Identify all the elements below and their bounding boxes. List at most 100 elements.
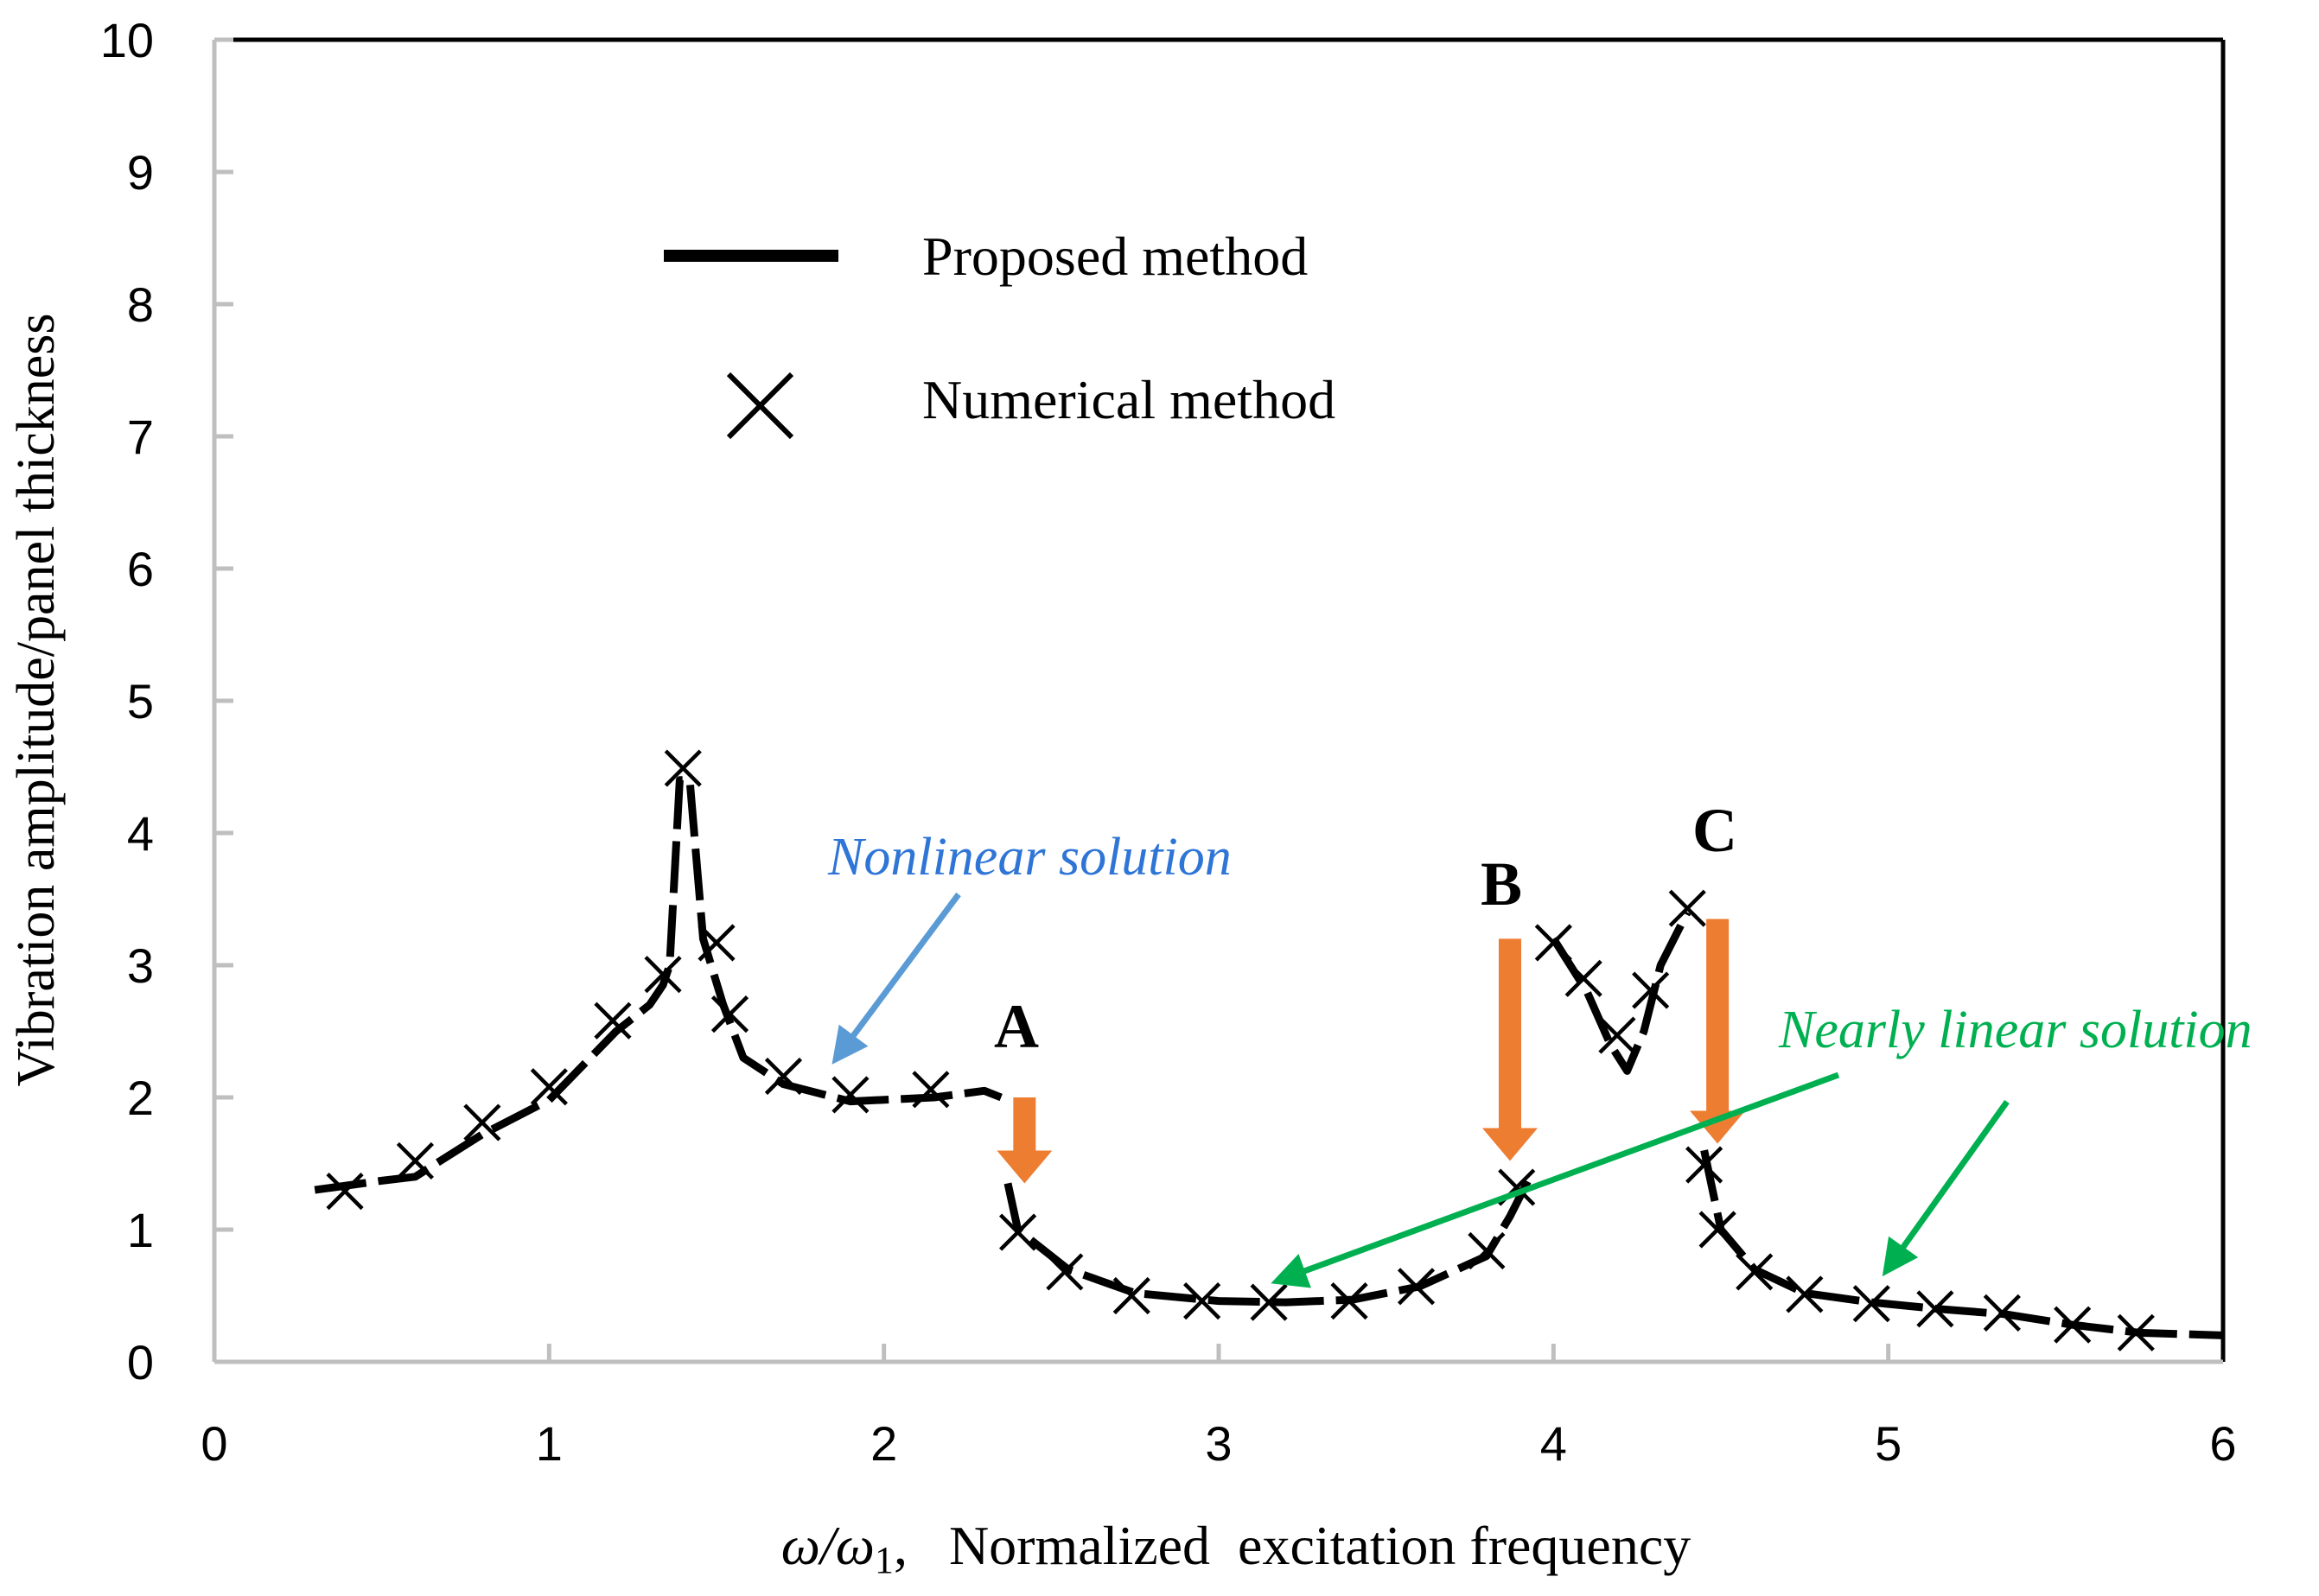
numerical-point-marker [710, 995, 749, 1033]
y-tick-label: 4 [127, 806, 154, 861]
label-a: A [994, 992, 1039, 1061]
marker-stroke [1397, 1268, 1436, 1306]
y-tick-label: 1 [127, 1203, 154, 1257]
marker-stroke [831, 1076, 870, 1114]
numerical-point-marker [698, 924, 736, 962]
y-tick-label: 2 [127, 1071, 154, 1125]
marker-stroke [1534, 924, 1572, 962]
y-tick-label: 6 [127, 542, 154, 596]
legend-label-numerical: Numerical method [922, 369, 1335, 430]
nonlinear-arrow [831, 892, 961, 1065]
numerical-point-marker [1397, 1268, 1436, 1306]
numerical-point-marker [831, 1076, 870, 1114]
x-label-subscript: 1 [875, 1539, 894, 1581]
marker-stroke [463, 1103, 501, 1141]
numerical-point-marker [530, 1068, 568, 1106]
y-tick-label: 10 [100, 13, 154, 67]
legend-x-marker-icon [726, 372, 794, 440]
numerical-point-marker [644, 956, 682, 994]
numerical-point-marker [326, 1173, 364, 1211]
x-label-text: , Normalized excitation frequency [894, 1515, 1691, 1576]
numerical-point-marker [1183, 1282, 1221, 1320]
numerical-point-marker [1046, 1253, 1084, 1291]
marker-stroke [1250, 1283, 1288, 1321]
y-tick-label: 9 [127, 145, 154, 200]
numerical-point-marker [1852, 1285, 1890, 1323]
numerical-point-marker [999, 1213, 1037, 1251]
numerical-point-marker [1468, 1231, 1506, 1270]
x-tick-label: 6 [2209, 1416, 2236, 1471]
arrow-c [1690, 919, 1746, 1144]
proposed-method-curve [314, 776, 1003, 1194]
marker-stroke [764, 1057, 803, 1096]
marker-stroke [1983, 1294, 2021, 1332]
marker-stroke [1330, 1282, 1368, 1320]
numerical-point-marker [594, 1001, 632, 1040]
marker-stroke [1916, 1290, 1954, 1328]
marker-stroke [1852, 1285, 1890, 1323]
marker-stroke [1598, 1016, 1636, 1054]
marker-stroke [1112, 1276, 1150, 1315]
marker-stroke [1564, 959, 1602, 997]
marker-stroke [1786, 1275, 1824, 1313]
arrow-b [1481, 938, 1538, 1161]
x-tick-label: 2 [870, 1416, 897, 1471]
nearly-linear-arrow-1 [1271, 1071, 1840, 1288]
y-tick-label: 8 [127, 277, 154, 332]
legend: Proposed method Numerical method [664, 226, 1335, 440]
marker-stroke [530, 1068, 568, 1106]
marker-stroke [1685, 1146, 1723, 1184]
x-tick-label: 1 [536, 1416, 563, 1471]
marker-stroke [999, 1213, 1037, 1251]
numerical-point-marker [2117, 1313, 2155, 1351]
marker-stroke [710, 995, 749, 1033]
numerical-point-marker [912, 1071, 950, 1109]
marker-stroke [1632, 971, 1670, 1009]
x-tick-label: 0 [201, 1416, 227, 1471]
x-label-symbol: ω/ω [781, 1515, 875, 1576]
numerical-point-marker [1685, 1146, 1723, 1184]
label-b: B [1481, 849, 1522, 919]
arrow-a [997, 1097, 1053, 1184]
label-c: C [1692, 796, 1737, 865]
marker-stroke [396, 1141, 434, 1180]
numerical-point-marker [664, 749, 702, 787]
nearly-linear-arrow-2 [1882, 1099, 2010, 1277]
proposed-method-curve [1550, 910, 1691, 1075]
numerical-point-marker [1736, 1253, 1774, 1291]
nearly-linear-solution-label: Nearly linear solution [1778, 1001, 2252, 1059]
proposed-method-curve [1700, 1149, 2224, 1339]
y-tick-label: 5 [127, 674, 154, 728]
proposed-method-curve [1003, 1174, 1534, 1307]
marker-stroke [1468, 1231, 1506, 1270]
marker-stroke [644, 956, 682, 994]
numerical-point-marker [764, 1057, 803, 1096]
x-tick-label: 5 [1875, 1416, 1902, 1471]
numerical-point-marker [1632, 971, 1670, 1009]
numerical-point-marker [1786, 1275, 1824, 1313]
marker-stroke [698, 924, 736, 962]
y-tick-label: 3 [127, 938, 154, 993]
numerical-point-marker [1983, 1294, 2021, 1332]
nonlinear-solution-label: Nonlinear solution [827, 828, 1232, 887]
y-tick-label: 0 [127, 1335, 154, 1389]
numerical-point-marker [1330, 1282, 1368, 1320]
marker-stroke [594, 1001, 632, 1040]
marker-stroke [2054, 1306, 2092, 1344]
x-tick-label: 4 [1540, 1416, 1567, 1471]
legend-label-proposed: Proposed method [922, 226, 1308, 287]
numerical-point-marker [1598, 1016, 1636, 1054]
marker-stroke [1046, 1253, 1084, 1291]
numerical-point-marker [1534, 924, 1572, 962]
y-tick-label: 7 [127, 410, 154, 464]
marker-stroke [2117, 1313, 2155, 1351]
marker-stroke [912, 1071, 950, 1109]
marker-stroke [664, 749, 702, 787]
numerical-point-marker [1916, 1290, 1954, 1328]
marker-stroke [1183, 1282, 1221, 1320]
x-axis-label: ω/ω1, Normalized excitation frequency [781, 1515, 1691, 1581]
numerical-point-marker [1698, 1211, 1736, 1249]
numerical-point-marker [2054, 1306, 2092, 1344]
numerical-point-marker [1564, 959, 1602, 997]
